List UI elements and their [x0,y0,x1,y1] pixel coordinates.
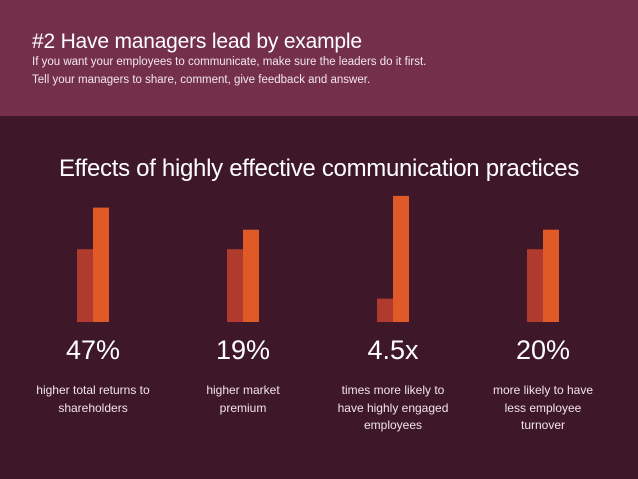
bar-2-base [227,249,243,322]
stat-description-3: times more likely to have highly engaged… [318,382,468,435]
stat-value-2: 19% [215,335,271,365]
stat-description-3-line-2: have highly engaged [337,400,449,415]
stat-value-1: 47% [65,335,121,365]
bar-3-base [377,298,393,322]
stat-description-2-line-2: premium [219,400,267,415]
header-banner: #2 Have managers lead by example If you … [0,0,638,116]
page-title: #2 Have managers lead by example [32,30,362,53]
stat-description-4-line-2: less employee [504,400,582,415]
bar-1-base [77,249,93,322]
stat-description-1-line-2: shareholders [58,400,128,415]
stat-description-3-line-3: employees [363,418,423,432]
stat-description-3-line-1: times more likely to [341,383,445,397]
stat-description-4-line-3: turnover [520,418,566,432]
stat-description-4: more likely to have less employee turnov… [468,382,618,435]
subtitle-line-1: If you want your employees to communicat… [32,56,427,68]
stat-value-3: 4.5x [367,335,419,365]
bar-4-base [527,249,543,322]
stat-value-4: 20% [515,335,571,365]
bar-2-effect [243,229,259,322]
subtitle-line-2: Tell your managers to share, comment, gi… [32,74,371,86]
stat-description-1-line-1: higher total returns to [36,383,150,397]
stat-description-2: higher market premium [168,382,318,417]
stat-description-1: higher total returns to shareholders [18,382,168,417]
stat-description-4-line-1: more likely to have [492,383,594,397]
bar-3-effect [393,195,409,322]
bar-4-effect [543,229,559,322]
chart-title: Effects of highly effective communicatio… [58,155,580,182]
bar-1-effect [93,207,109,322]
stat-description-2-line-1: higher market [206,383,280,397]
